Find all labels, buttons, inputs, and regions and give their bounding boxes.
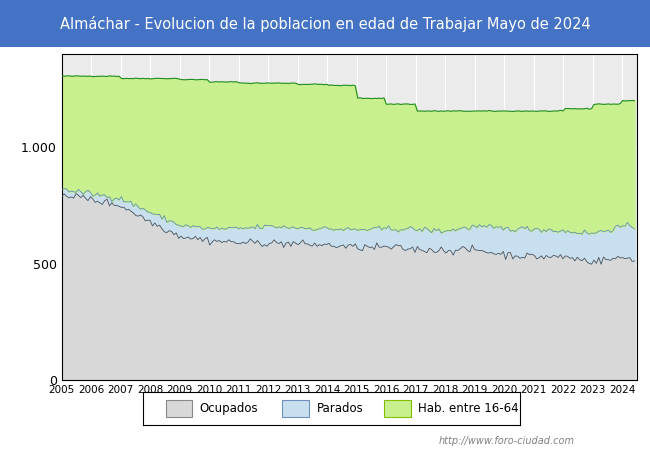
Text: http://www.foro-ciudad.com: http://www.foro-ciudad.com xyxy=(439,436,575,446)
Text: Ocupados: Ocupados xyxy=(200,402,258,415)
FancyBboxPatch shape xyxy=(283,400,309,417)
FancyBboxPatch shape xyxy=(166,400,192,417)
Text: Almáchar - Evolucion de la poblacion en edad de Trabajar Mayo de 2024: Almáchar - Evolucion de la poblacion en … xyxy=(60,16,590,32)
Text: Hab. entre 16-64: Hab. entre 16-64 xyxy=(418,402,519,415)
FancyBboxPatch shape xyxy=(384,400,411,417)
Text: Parados: Parados xyxy=(317,402,363,415)
